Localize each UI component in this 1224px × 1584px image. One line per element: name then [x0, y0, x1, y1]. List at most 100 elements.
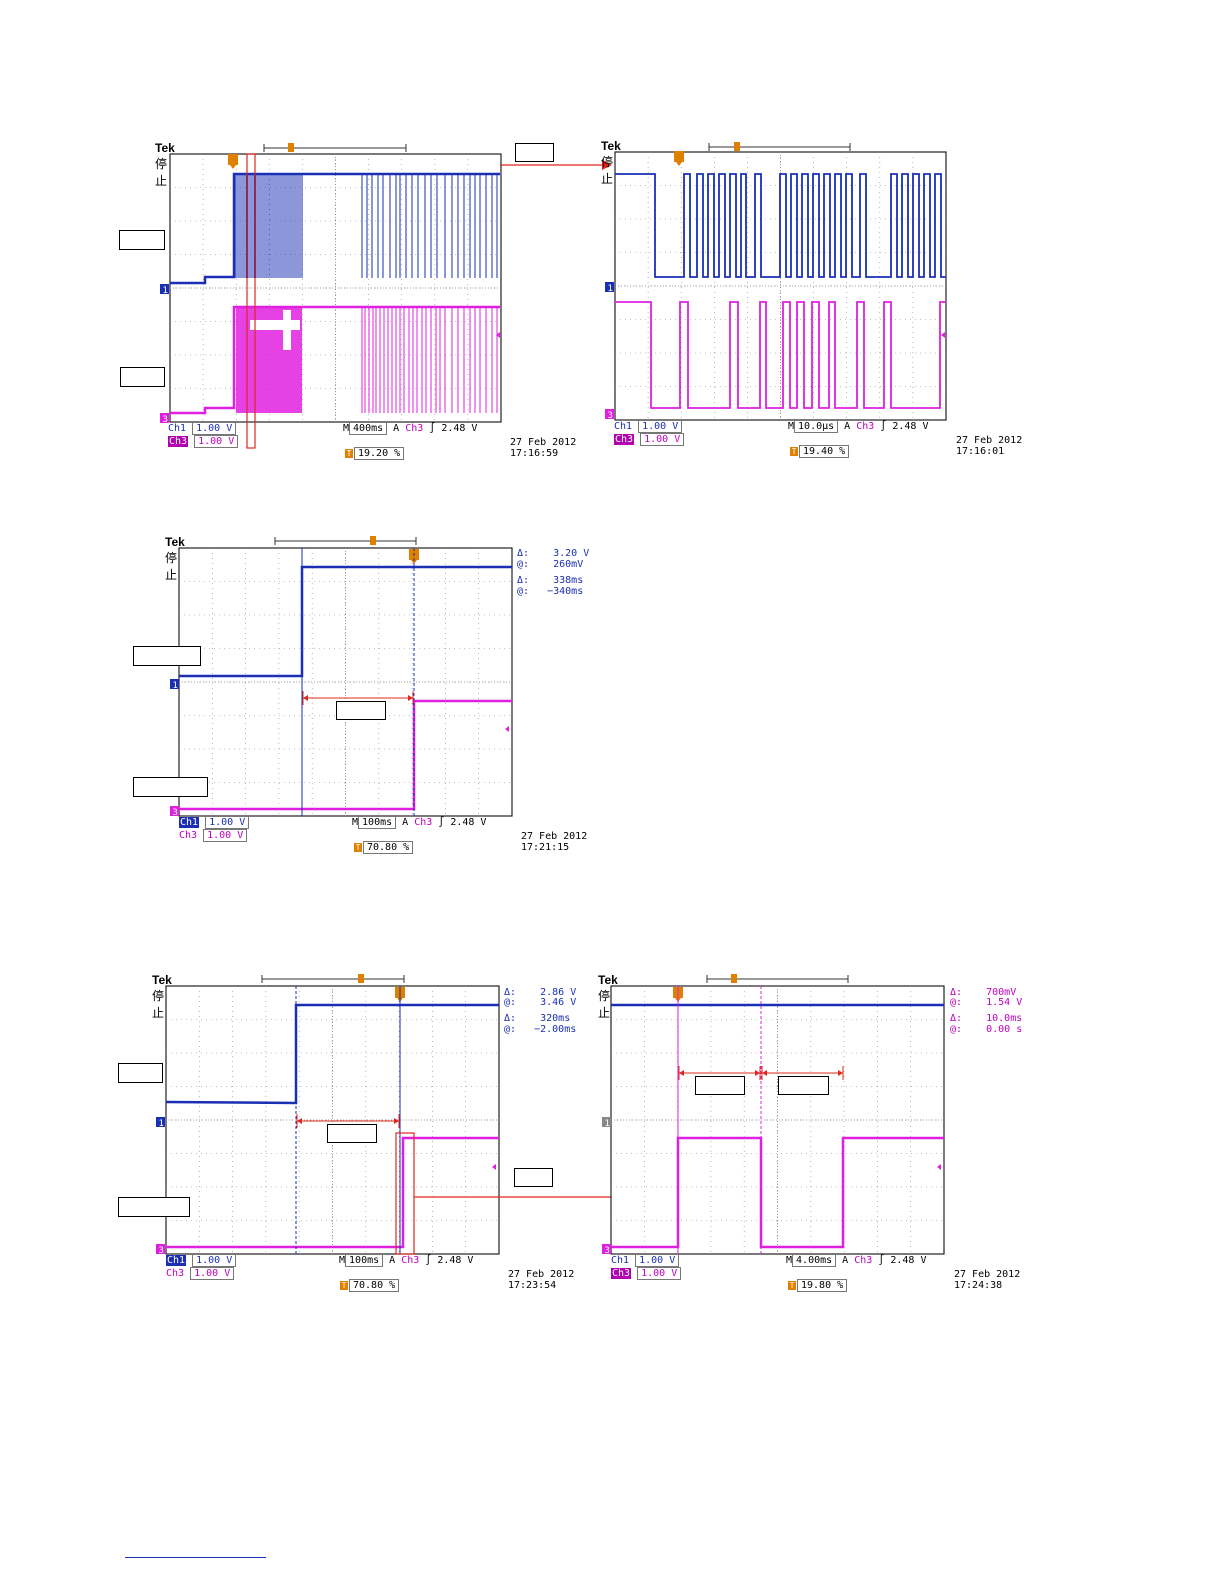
scope-1-trigger-position: T 19.20 %: [345, 447, 405, 460]
scope-1-ch1-burst: [235, 174, 303, 278]
scope-4-interval-arrow-head-right: [394, 1118, 399, 1124]
scope-2-ch1-setting: Ch1 1.00 V: [614, 420, 683, 433]
scope-2-trigger-pointer: [676, 162, 682, 166]
annotation-box-7: [118, 1063, 163, 1083]
scope-1-ch3-level-marker: [496, 332, 500, 338]
scope-5-trigger-position: T 19.80 %: [788, 1279, 848, 1292]
annotation-box-4: [133, 646, 201, 666]
scope-3-brand: Tek停止: [165, 535, 185, 582]
annotation-box-5: [133, 777, 208, 797]
scope-2-ch3-trace: [615, 301, 946, 409]
scope-5-ch1-marker-label: 1: [605, 1119, 610, 1129]
scope-3-trigger-position: T 70.80 %: [354, 841, 414, 854]
scope-4-cursor-readout-3: Δ: 320ms: [504, 1013, 571, 1024]
scope-2-record-trigger: [734, 142, 740, 151]
scope-2-ch3-marker: [605, 409, 614, 419]
scope-2-trigger-position: T 19.40 %: [790, 445, 850, 458]
scope-4-zoom-arrow-head: [651, 1192, 661, 1202]
scope-1-ch3-marker: [160, 413, 169, 423]
scope-4-zoom-box: [395, 1132, 415, 1255]
scope-3-ch1-marker-label: 1: [173, 681, 178, 691]
scope-3-cursor-readout-3: Δ: 338ms: [517, 575, 584, 586]
scope-5-interval-arrow-2-head-left: [762, 1070, 767, 1076]
scope-2-time: 17:16:01: [956, 446, 1005, 457]
scope-2-ch1-marker: [605, 282, 614, 292]
scope-4-ch1-marker-label: 1: [159, 1119, 164, 1129]
scope-3-cursor-readout-2: @: 260mV: [517, 559, 584, 570]
scope-1-zoom-box: [246, 153, 256, 449]
scope-1-ch1-setting: Ch1 1.00 V: [168, 422, 237, 435]
scope-4-time: 17:23:54: [508, 1280, 557, 1291]
scope-4-trigger-marker: [395, 987, 405, 998]
scope-1-ch1-marker: [160, 284, 169, 294]
scope-5-cursor-readout-3: Δ: 10.0ms: [950, 1013, 1023, 1024]
scope-1-ch3-gap2: [283, 310, 291, 350]
scope-4-record-trigger: [358, 974, 364, 983]
footer-link-underline: [125, 1557, 266, 1558]
scope-5-brand: Tek停止: [598, 973, 618, 1020]
scope-2-frame: [614, 151, 947, 421]
annotation-box-8: [118, 1197, 190, 1217]
scope-4-ch3-setting: Ch3 1.00 V: [166, 1267, 235, 1280]
scope-1-record-trigger: [288, 143, 294, 152]
scope-2-ch1-trace: [615, 173, 946, 278]
scope-3-ch3-level-marker: [505, 726, 509, 732]
scope-1-trigger-pointer: [230, 165, 236, 169]
scope-2-brand: Tek停止: [601, 139, 621, 186]
scope-1-ch3-gap: [250, 320, 300, 330]
scope-3-record-trigger: [370, 536, 376, 545]
scope-4-cursor-readout-4: @: −2.00ms: [504, 1024, 577, 1035]
scope-3-cursor-readout-1: Δ: 3.20 V: [517, 548, 590, 559]
scope-1-ch1-trace: [170, 172, 500, 285]
scope-4-ch1-trace: [165, 1003, 499, 1105]
scope-4-ch3-marker: [156, 1244, 165, 1254]
scope-3-ch3-setting: Ch3 1.00 V: [179, 829, 248, 842]
scope-4-brand: Tek停止: [152, 973, 172, 1020]
scope-5-ch3-level-marker: [937, 1164, 941, 1170]
scope-5-ch1-marker: [602, 1117, 611, 1127]
scope-4-trigger-pointer: [397, 998, 403, 1002]
scope-3-timebase: M 100ms A Ch3 ∫ 2.48 V: [352, 816, 487, 829]
scope-5-ch1-setting: Ch1 1.00 V: [611, 1254, 680, 1267]
scope-1-ch1-marker-label: 1: [163, 286, 168, 296]
scope-5-ch3-marker-label: 3: [605, 1246, 610, 1256]
scope-3-ch1-setting: Ch1 1.00 V: [179, 816, 250, 829]
scope-3-cursor-readout-4: @: −340ms: [517, 586, 584, 597]
scope-1-frame: [169, 153, 502, 423]
scope-1-ch3-sparse: [361, 307, 498, 413]
scope-5-interval-arrow-1-head-right: [755, 1070, 760, 1076]
scope-1-ch3-trace: [170, 305, 500, 415]
annotation-box-9: [327, 1124, 377, 1143]
scope-1-trigger-marker: [228, 154, 238, 165]
scope-2-timebase: M 10.0µs A Ch3 ∫ 2.48 V: [788, 420, 929, 433]
scope-4-ch3-marker-label: 3: [159, 1246, 164, 1256]
scope-5-interval-arrow-1-head-left: [679, 1070, 684, 1076]
scope-5-record-trigger: [731, 974, 737, 983]
scope-4-date: 27 Feb 2012: [508, 1269, 575, 1280]
scope-3-trigger-pointer: [411, 560, 417, 564]
scope-5-date: 27 Feb 2012: [954, 1269, 1021, 1280]
scope-5-trigger-marker: [673, 987, 683, 998]
scope-5-ch3-setting: Ch3 1.00 V: [611, 1267, 682, 1280]
scope-4-ch1-setting: Ch1 1.00 V: [166, 1254, 237, 1267]
scope-3-time: 17:21:15: [521, 842, 570, 853]
annotation-box-6: [336, 701, 386, 720]
scope-4-interval-arrow-head-left: [297, 1118, 302, 1124]
scope-2-date: 27 Feb 2012: [956, 435, 1023, 446]
scope-5-cursor-readout-2: @: 1.54 V: [950, 997, 1023, 1008]
scope-5-frame: [610, 985, 945, 1255]
scope-2-ch3-level-marker: [941, 332, 945, 338]
scope-4-ch3-level-marker: [492, 1164, 496, 1170]
scope-3-trigger-marker: [409, 549, 419, 560]
scope-5-timebase: M 4.00ms A Ch3 ∫ 2.48 V: [786, 1254, 927, 1267]
scope-4-ch1-marker: [156, 1117, 165, 1127]
scope-3-interval-arrow-head-right: [408, 695, 413, 701]
scope-5-interval-arrow-2-head-right: [838, 1070, 843, 1076]
annotation-box-12: [778, 1076, 829, 1095]
scope-5-trigger-pointer: [675, 998, 681, 1002]
scope-2-ch1-marker-label: 1: [608, 284, 613, 294]
scope-4-cursor-readout-1: Δ: 2.86 V: [504, 987, 577, 998]
scope-1-ch3-burst: [236, 307, 302, 413]
scope-2-ch3-marker-label: 3: [608, 411, 613, 421]
scope-4-cursor-readout-2: @: 3.46 V: [504, 997, 577, 1008]
